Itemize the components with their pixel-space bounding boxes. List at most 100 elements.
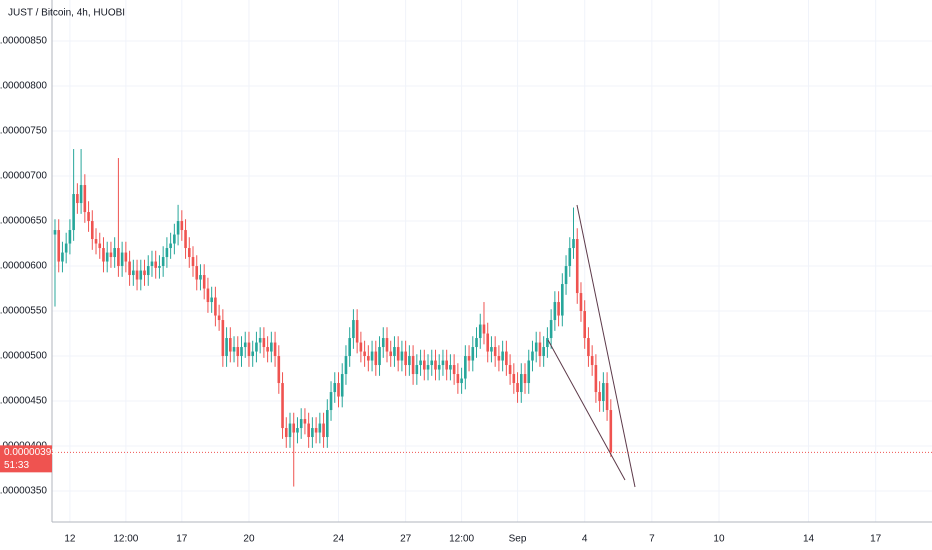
- x-tick-label: 4: [582, 534, 588, 545]
- candle-body: [184, 230, 187, 249]
- y-tick-label: 0.00000500: [0, 351, 47, 362]
- candle-body: [225, 338, 228, 357]
- candle-body: [143, 270, 146, 276]
- candle-body: [598, 392, 601, 402]
- candle-body: [531, 351, 534, 361]
- candle-body: [348, 338, 351, 357]
- candle-body: [109, 252, 113, 258]
- candle-body: [273, 342, 277, 357]
- candle-body: [214, 297, 217, 316]
- candle-body: [262, 338, 266, 348]
- candle-body: [240, 347, 243, 357]
- candle-body: [191, 257, 195, 267]
- y-tick-label: 0.00000700: [0, 171, 47, 182]
- candle-body: [98, 243, 102, 249]
- candle-body: [307, 423, 310, 438]
- candle-body: [381, 338, 385, 348]
- candle-body: [165, 248, 169, 258]
- x-tick-label: 24: [333, 534, 345, 545]
- candle-body: [590, 356, 594, 366]
- candle-body: [464, 356, 467, 379]
- candle-body: [292, 423, 296, 433]
- candle-body: [117, 248, 120, 267]
- candle-body: [303, 419, 307, 424]
- candle-body: [102, 248, 105, 262]
- candle-body: [385, 338, 389, 352]
- x-tick-label: 12:00: [113, 534, 138, 545]
- chart-title: JUST / Bitcoin, 4h, HUOBI: [8, 8, 125, 19]
- x-tick-label: 10: [713, 534, 725, 545]
- candle-body: [430, 360, 434, 366]
- candle-body: [187, 248, 191, 258]
- candle-body: [232, 347, 236, 352]
- candle-body: [277, 356, 281, 384]
- candle-body: [83, 185, 87, 213]
- candle-body: [445, 360, 448, 370]
- candle-body: [411, 356, 415, 375]
- trend-line: [547, 339, 626, 481]
- candle-body: [61, 252, 64, 262]
- x-tick-label: 17: [870, 534, 882, 545]
- y-tick-label: 0.00000550: [0, 306, 47, 317]
- candle-body: [449, 365, 452, 370]
- y-tick-label: 0.00000650: [0, 216, 47, 227]
- y-tick-label: 0.00000350: [0, 486, 47, 497]
- candle-body: [180, 221, 184, 231]
- candle-body: [467, 356, 471, 361]
- candle-body: [568, 248, 572, 267]
- candle-body: [344, 356, 348, 375]
- candle-body: [359, 342, 363, 352]
- candle-body: [352, 320, 355, 339]
- candle-body: [146, 266, 150, 276]
- x-tick-label: 12: [64, 534, 76, 545]
- candle-body: [456, 374, 460, 384]
- candle-body: [299, 419, 303, 429]
- candle-body: [434, 360, 437, 370]
- candle-body: [288, 423, 292, 438]
- candle-body: [471, 347, 475, 361]
- candle-body: [135, 270, 139, 280]
- candle-body: [408, 356, 411, 366]
- candle-body: [512, 374, 516, 384]
- candle-body: [79, 185, 83, 204]
- candle-body: [266, 347, 269, 352]
- candle-body: [161, 257, 165, 267]
- candle-body: [355, 320, 359, 343]
- candle-body: [90, 221, 94, 240]
- candle-body: [120, 252, 124, 267]
- candle-body: [243, 342, 247, 348]
- candle-body: [374, 351, 378, 366]
- candle-body: [329, 392, 333, 411]
- candle-body: [202, 275, 206, 289]
- candle-body: [415, 365, 419, 375]
- candle-body: [426, 365, 430, 370]
- candle-body: [251, 351, 254, 357]
- candle-body: [340, 374, 344, 397]
- y-tick-label: 0.00000750: [0, 126, 47, 137]
- candle-body: [284, 428, 288, 438]
- candle-body: [553, 302, 557, 321]
- candle-body: [594, 365, 598, 393]
- candle-body: [296, 428, 299, 433]
- candle-body: [247, 342, 251, 357]
- candle-body: [68, 230, 72, 244]
- candle-body: [400, 351, 404, 361]
- candle-body: [572, 239, 575, 249]
- candle-body: [154, 261, 158, 268]
- candle-body: [527, 360, 531, 384]
- candle-body: [587, 338, 590, 357]
- candle-body: [173, 234, 176, 244]
- candle-body: [113, 248, 116, 258]
- candle-body: [87, 212, 90, 222]
- candle-body: [523, 374, 527, 384]
- candle-body: [124, 252, 128, 262]
- candle-body: [337, 383, 340, 397]
- candle-body: [94, 239, 98, 244]
- y-tick-label: 0.00000450: [0, 396, 47, 407]
- candle-body: [519, 374, 523, 393]
- candle-body: [605, 383, 609, 411]
- candle-body: [158, 266, 161, 268]
- candle-body: [195, 266, 199, 280]
- x-tick-label: Sep: [509, 534, 527, 545]
- candle-body: [236, 347, 240, 357]
